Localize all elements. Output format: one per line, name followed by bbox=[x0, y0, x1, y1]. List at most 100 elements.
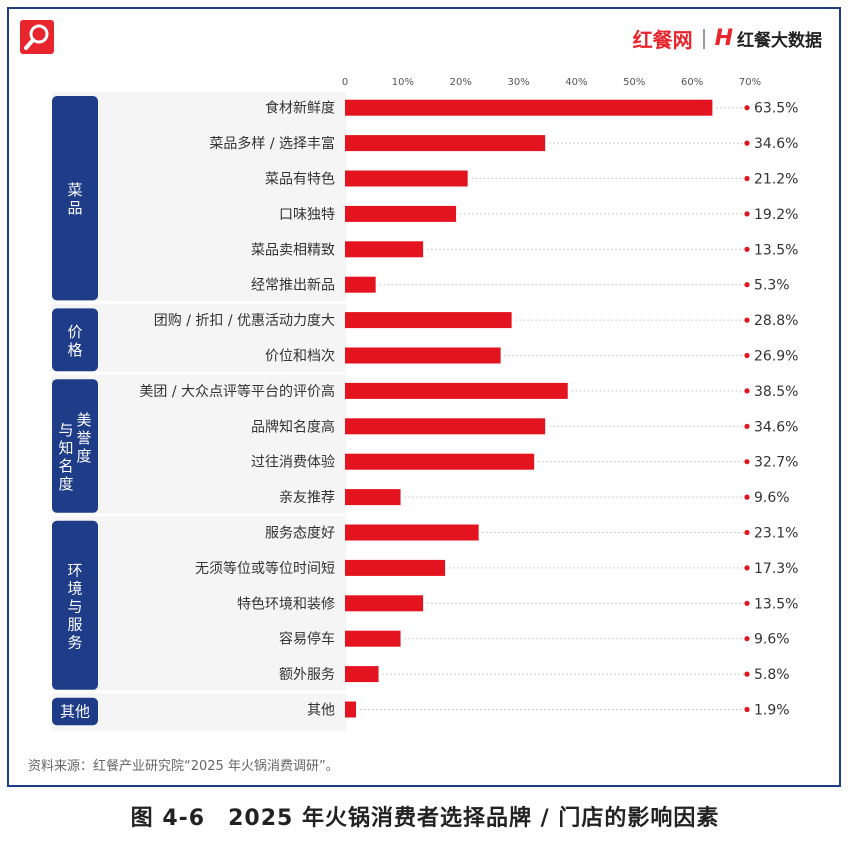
value-dot bbox=[744, 529, 750, 536]
group-label-char: 价 bbox=[67, 323, 82, 341]
group-label-char: 度 bbox=[58, 475, 73, 493]
value-dot bbox=[744, 105, 750, 111]
value-dot bbox=[744, 282, 750, 288]
bar bbox=[345, 205, 457, 222]
group-label-char: 环 bbox=[67, 561, 82, 579]
category-label: 菜品卖相精致 bbox=[251, 242, 335, 258]
data-label: 9.6% bbox=[754, 632, 790, 648]
group-label-char: 品 bbox=[67, 199, 82, 217]
category-label: 服务态度好 bbox=[265, 526, 335, 542]
bar bbox=[345, 489, 401, 506]
value-dot bbox=[744, 423, 750, 429]
data-label: 38.5% bbox=[754, 384, 798, 400]
group-label-char: 务 bbox=[67, 633, 82, 651]
data-label: 17.3% bbox=[754, 561, 798, 577]
data-label: 13.5% bbox=[754, 242, 798, 258]
group-badge bbox=[52, 697, 98, 726]
category-label: 价位和档次 bbox=[265, 349, 335, 365]
x-tick-label: 20% bbox=[450, 77, 472, 88]
group-badge bbox=[52, 520, 98, 690]
figure-caption: 图 4-6 2025 年火锅消费者选择品牌 / 门店的影响因素 bbox=[130, 806, 720, 831]
x-tick-label: 70% bbox=[739, 77, 761, 88]
data-label: 32.7% bbox=[754, 455, 798, 471]
value-dot bbox=[744, 706, 750, 713]
bar bbox=[345, 347, 501, 364]
bar bbox=[345, 170, 468, 187]
value-dot bbox=[744, 600, 750, 606]
x-tick-label: 0 bbox=[342, 77, 348, 88]
x-tick-label: 50% bbox=[623, 77, 645, 88]
bar bbox=[345, 99, 713, 116]
group-label-char: 与 bbox=[58, 421, 73, 439]
category-label: 菜品有特色 bbox=[265, 171, 335, 188]
data-label: 26.9% bbox=[754, 349, 798, 365]
group-label-char: 度 bbox=[76, 447, 91, 465]
label-panel bbox=[52, 92, 346, 732]
category-label: 亲友推荐 bbox=[279, 490, 335, 506]
category-label: 其他 bbox=[307, 703, 335, 719]
bar bbox=[345, 382, 568, 399]
group-label-char: 誉 bbox=[76, 429, 91, 447]
category-label: 容易停车 bbox=[279, 631, 335, 648]
value-dot bbox=[744, 636, 750, 642]
data-label: 34.6% bbox=[754, 136, 798, 152]
value-dot bbox=[744, 388, 750, 394]
group-label: 其他 bbox=[60, 703, 90, 721]
data-label: 5.8% bbox=[754, 667, 790, 683]
value-dot bbox=[744, 317, 750, 323]
group-label-char: 知 bbox=[58, 439, 73, 457]
category-label: 无须等位或等位时间短 bbox=[195, 560, 335, 577]
bar bbox=[345, 666, 379, 683]
brand-header: 红餐网 H 红餐大数据 bbox=[633, 24, 822, 53]
data-label: 34.6% bbox=[754, 419, 798, 435]
category-label: 团购 / 折扣 / 优惠活动力度大 bbox=[154, 313, 335, 329]
bar bbox=[345, 453, 535, 470]
data-label: 5.3% bbox=[754, 278, 790, 294]
category-label: 经常推出新品 bbox=[251, 278, 335, 294]
category-label: 特色环境和装修 bbox=[237, 595, 335, 612]
data-label: 1.9% bbox=[754, 703, 790, 719]
group-label-char: 美 bbox=[76, 411, 91, 429]
x-tick-label: 40% bbox=[565, 77, 587, 88]
group-badge bbox=[52, 308, 98, 372]
value-dot bbox=[744, 494, 750, 500]
category-label: 额外服务 bbox=[279, 667, 335, 683]
value-dot bbox=[744, 211, 750, 217]
data-label: 19.2% bbox=[754, 207, 798, 223]
data-label: 9.6% bbox=[754, 490, 790, 506]
group-badge bbox=[52, 379, 98, 513]
group-label-char: 名 bbox=[58, 457, 73, 475]
search-logo-icon bbox=[20, 20, 54, 54]
bar bbox=[345, 312, 512, 329]
data-label: 23.1% bbox=[754, 526, 798, 542]
group-label-char: 服 bbox=[67, 615, 82, 633]
value-dot bbox=[744, 565, 750, 571]
value-dot bbox=[744, 175, 750, 182]
bar bbox=[345, 418, 546, 435]
value-dot bbox=[744, 671, 750, 677]
data-label: 63.5% bbox=[754, 101, 798, 117]
bar bbox=[345, 524, 479, 541]
brand-logo-data: H 红餐大数据 bbox=[715, 26, 822, 51]
category-label: 美团 / 大众点评等平台的评价高 bbox=[139, 383, 335, 400]
category-label: 菜品多样 / 选择丰富 bbox=[209, 135, 335, 152]
bar bbox=[345, 630, 401, 647]
category-label: 品牌知名度高 bbox=[251, 418, 335, 435]
source-note: 资料来源：红餐产业研究院“2025 年火锅消费调研”。 bbox=[28, 759, 339, 774]
data-label: 28.8% bbox=[754, 313, 798, 329]
x-tick-label: 30% bbox=[507, 77, 529, 88]
value-dot bbox=[744, 459, 750, 465]
group-badge bbox=[52, 96, 98, 301]
brand-h-mark: H bbox=[714, 26, 733, 51]
group-label-char: 菜 bbox=[67, 181, 82, 199]
data-label: 21.2% bbox=[754, 172, 798, 188]
bar bbox=[345, 241, 424, 258]
category-label: 食材新鲜度 bbox=[265, 100, 335, 117]
value-dot bbox=[744, 352, 750, 359]
bar bbox=[345, 276, 376, 293]
group-label-char: 格 bbox=[67, 341, 82, 359]
bar bbox=[345, 559, 446, 576]
group-label-char: 与 bbox=[67, 597, 82, 615]
x-tick-label: 10% bbox=[392, 77, 414, 88]
